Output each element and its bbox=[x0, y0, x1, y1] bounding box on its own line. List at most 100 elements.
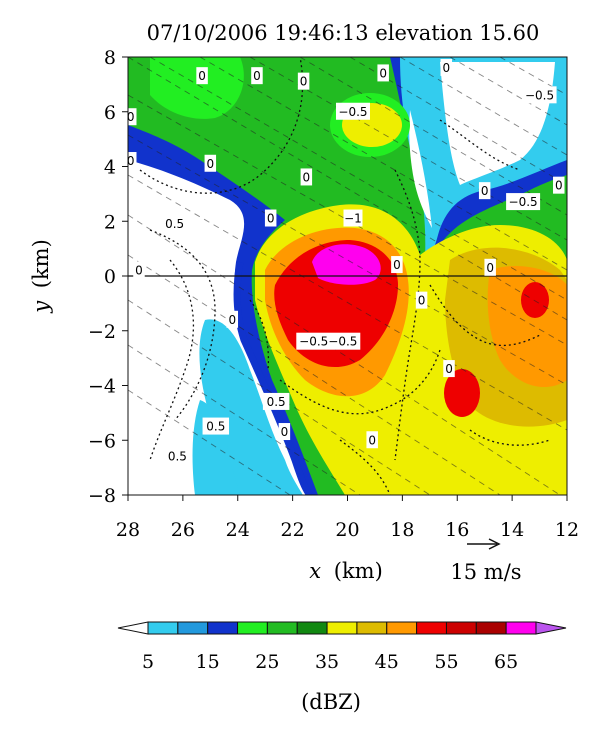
y-axis-label: y (km) bbox=[29, 239, 53, 314]
contour-label: 0 bbox=[253, 69, 261, 83]
contour-label-box bbox=[335, 102, 370, 120]
x-tick-label: 14 bbox=[500, 519, 524, 541]
reflectivity-region-lightgreen bbox=[150, 57, 244, 119]
colorbar-segment bbox=[416, 621, 447, 635]
contour-label-box bbox=[296, 332, 361, 350]
reflectivity-cell-red-south bbox=[444, 369, 480, 417]
contour-label-box bbox=[278, 423, 291, 441]
reference-vector: 15 m/s bbox=[450, 538, 522, 584]
contour-labels: 0 0 0 0 0 −0.5 0 −0.5 0 0 0 0 0 −0.5 0 −1 0.5 0 0 0 0 0 −0.5−0… bbox=[127, 58, 565, 465]
colorbar-under-triangle bbox=[117, 621, 149, 635]
chart-title: 07/10/2006 19:46:13 elevation 15.60 bbox=[147, 21, 540, 45]
contour-label: 0 bbox=[393, 258, 401, 272]
contour-label-box bbox=[478, 182, 491, 200]
contour-label-box bbox=[161, 214, 188, 232]
x-tick-label: 24 bbox=[226, 519, 250, 541]
y-tick-label: −2 bbox=[88, 321, 116, 343]
contour-label: −0.5 bbox=[525, 88, 554, 102]
y-tick-label: −8 bbox=[88, 485, 116, 507]
colorbar-segment bbox=[207, 621, 239, 635]
contour-label: 0 bbox=[303, 170, 311, 184]
contour-label-box bbox=[391, 256, 403, 274]
contour-label: −1 bbox=[344, 212, 362, 226]
x-tick-label: 20 bbox=[335, 519, 359, 541]
contour-label-box bbox=[128, 152, 137, 170]
contour-label: 0 bbox=[127, 154, 135, 168]
colorbar-tick-label: 25 bbox=[255, 651, 279, 673]
y-tick-label: 8 bbox=[104, 47, 116, 69]
y-tick-label: 6 bbox=[104, 102, 116, 124]
contour-label-box bbox=[297, 72, 310, 90]
colorbar-segment bbox=[445, 621, 477, 635]
colorbar-segment bbox=[177, 621, 209, 635]
contour-label-box bbox=[128, 108, 137, 126]
colorbar-segment bbox=[237, 621, 268, 635]
contour-label: 0.5 bbox=[165, 217, 184, 231]
contour-label: 0 bbox=[486, 261, 494, 275]
y-tick-label: 2 bbox=[104, 211, 116, 233]
contour-label: 0 bbox=[135, 264, 143, 278]
reflectivity-region-white-band bbox=[409, 110, 432, 228]
contour-label: 0.5 bbox=[206, 420, 225, 434]
contour-label-box bbox=[264, 209, 277, 227]
plot-area: 0 0 0 0 0 −0.5 0 −0.5 0 0 0 0 0 −0.5 0 −1 0.5 0 0 0 0 0 −0.5−0… bbox=[127, 57, 567, 495]
x-axis-ticks: 28 26 24 22 20 18 16 14 12 bbox=[116, 495, 579, 541]
colorbar-segment bbox=[386, 621, 418, 635]
x-axis-label-var: x bbox=[309, 559, 321, 583]
contour-label: 0 bbox=[379, 66, 387, 80]
contour-label-box bbox=[202, 417, 230, 435]
x-axis-label: x (km) bbox=[309, 559, 383, 583]
x-tick-label: 12 bbox=[555, 519, 579, 541]
contour-label: 0 bbox=[555, 179, 563, 193]
contour-label-box bbox=[343, 209, 363, 227]
contour-label-box bbox=[300, 168, 313, 186]
contour-label-box bbox=[133, 261, 145, 279]
contour-label-box bbox=[440, 58, 453, 76]
colorbar-tick-label: 15 bbox=[196, 651, 220, 673]
contour-label: 0 bbox=[228, 313, 236, 327]
contour-label-box bbox=[196, 67, 208, 85]
contour-label: −0.5 bbox=[338, 105, 367, 119]
colorbar-segment bbox=[475, 621, 507, 635]
x-tick-label: 26 bbox=[171, 519, 195, 541]
contour-label-box bbox=[484, 258, 496, 276]
contour-label-box bbox=[226, 310, 239, 328]
colorbar-tick-label: 35 bbox=[315, 651, 339, 673]
colorbar-segment bbox=[356, 621, 388, 635]
colorbar-segment bbox=[505, 621, 537, 635]
contour-label: −0.5−0.5 bbox=[299, 335, 357, 349]
colorbar-tick-labels: 5 15 25 35 45 55 65 bbox=[142, 651, 518, 673]
contour-label-box bbox=[506, 193, 541, 211]
y-tick-label: −4 bbox=[88, 376, 116, 398]
contour-label-box bbox=[415, 291, 428, 309]
colorbar-segment bbox=[266, 621, 298, 635]
contour-label: 0 bbox=[127, 110, 135, 124]
colorbar-unit-label: (dBZ) bbox=[301, 690, 361, 714]
contour-label-box bbox=[377, 64, 389, 82]
colorbar-segment bbox=[147, 621, 179, 635]
y-tick-label: 4 bbox=[104, 157, 116, 179]
contour-lines bbox=[139, 57, 551, 495]
x-axis-label-unit: (km) bbox=[334, 559, 383, 583]
contour-label: 0 bbox=[418, 294, 426, 308]
reflectivity-cell-red-east bbox=[521, 282, 549, 318]
x-tick-label: 16 bbox=[445, 519, 469, 541]
contour-label: 0 bbox=[442, 61, 450, 75]
contour-label: 0.5 bbox=[267, 395, 286, 409]
contour-label-box bbox=[164, 447, 191, 465]
colorbar-tick-label: 65 bbox=[494, 651, 518, 673]
contour-label-box bbox=[522, 86, 557, 104]
contour-label-box bbox=[204, 154, 217, 172]
colorbar-over-triangle bbox=[535, 621, 567, 635]
contour-label: 0 bbox=[445, 362, 453, 376]
y-axis-ticks: 8 6 4 2 0 −2 −4 −6 −8 bbox=[88, 47, 128, 507]
contour-label: 0 bbox=[267, 212, 275, 226]
contour-label: 0 bbox=[368, 433, 376, 447]
x-tick-label: 22 bbox=[281, 519, 305, 541]
contour-label: 0 bbox=[481, 184, 489, 198]
x-tick-label: 28 bbox=[116, 519, 140, 541]
contour-label-box bbox=[251, 67, 263, 85]
contour-label-box bbox=[262, 392, 290, 410]
colorbar-tick-label: 55 bbox=[434, 651, 458, 673]
colorbar-tick-label: 45 bbox=[375, 651, 399, 673]
